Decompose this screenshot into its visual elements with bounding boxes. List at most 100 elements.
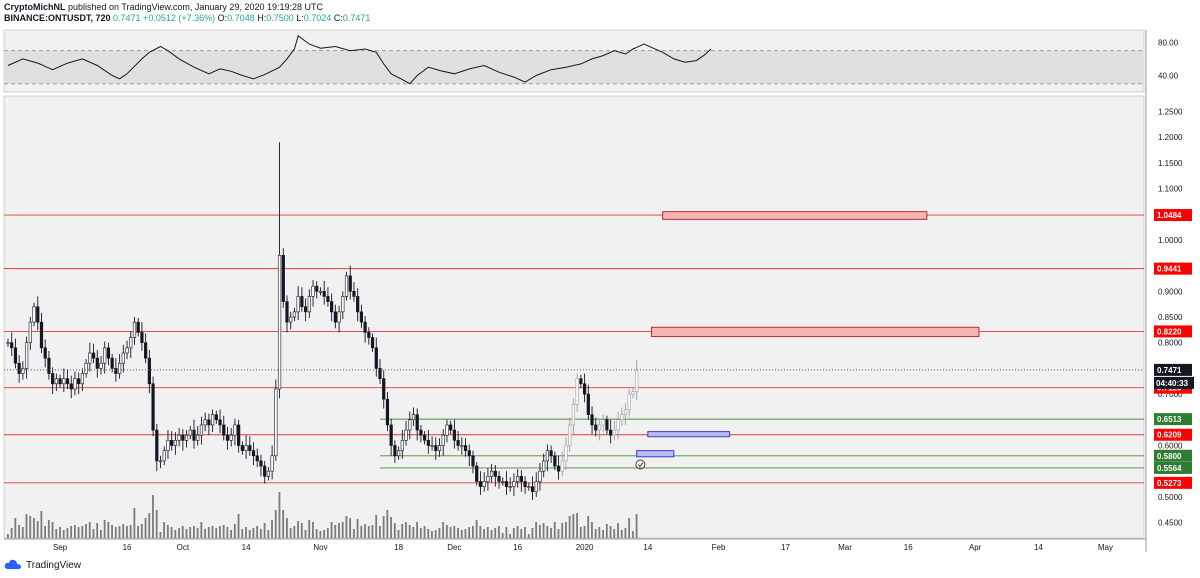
volume-bar [587, 516, 590, 538]
candle-body [627, 393, 631, 410]
candle-body [170, 440, 174, 446]
volume-bar [531, 528, 534, 538]
candle-body [597, 424, 602, 431]
volume-bar [163, 522, 166, 538]
volume-bar [36, 521, 39, 538]
volume-bar [405, 522, 407, 538]
candle-body [110, 357, 114, 369]
last-price-tag [1154, 363, 1192, 376]
time-tick-label: Oct [177, 543, 190, 552]
level-tag [1154, 449, 1192, 462]
candle-body [95, 357, 99, 369]
candle-body [121, 352, 125, 364]
volume-bar [479, 526, 482, 538]
volume-bar [122, 524, 125, 538]
candle-body [65, 378, 70, 385]
tradingview-cloud-icon [4, 559, 22, 569]
time-tick-label: Apr [969, 543, 982, 552]
volume-bar [282, 510, 285, 538]
candle-body [579, 378, 583, 385]
candle-body [274, 388, 278, 457]
level-tag [1154, 413, 1192, 426]
candle-body [229, 434, 233, 441]
candle-body [616, 419, 620, 431]
volume-bar [148, 513, 151, 538]
candle-body [396, 450, 401, 457]
volume-bar [334, 525, 337, 538]
volume-bar [233, 524, 236, 538]
candle-body [277, 255, 282, 390]
countdown-label: 04:40:33 [1156, 379, 1189, 388]
level-tag [1154, 461, 1192, 474]
candle-body [136, 321, 140, 333]
price-tick-label: 0.9000 [1158, 287, 1183, 296]
candle-body [508, 486, 512, 488]
candle-body [58, 378, 62, 385]
candle-body [467, 450, 471, 457]
volume-bar [70, 526, 73, 538]
time-tick-label: Sep [53, 543, 68, 552]
volume-bar [51, 522, 54, 538]
candle-body [385, 398, 390, 426]
candle-body [489, 470, 494, 477]
candle-body [463, 445, 468, 451]
volume-bar [222, 525, 225, 538]
level-tag-label: 1.0484 [1157, 211, 1182, 220]
candle-body [199, 424, 204, 436]
price-tick-label: 1.1000 [1158, 185, 1183, 194]
volume-bar [267, 530, 270, 538]
volume-bar [598, 527, 601, 538]
volume-bar [341, 522, 344, 538]
volume-bar [33, 518, 35, 538]
candle-body [173, 440, 178, 446]
support-box-lower [636, 450, 675, 458]
volume-bar [256, 526, 259, 538]
volume-bar [375, 515, 378, 538]
candle-body [77, 378, 81, 385]
candle-body [24, 342, 29, 369]
candle-body [426, 440, 430, 446]
candle-body [497, 476, 501, 482]
candle-body [73, 378, 77, 390]
candle-body [21, 368, 25, 374]
symbol-label: BINANCE:ONTUSDT, 720 [4, 13, 111, 23]
tradingview-logo[interactable]: TradingView [4, 559, 81, 571]
volume-bar [442, 522, 445, 538]
volume-bar [85, 524, 87, 538]
level-tag-label: 0.6209 [1157, 431, 1182, 440]
volume-bar [412, 527, 415, 538]
open-label: O: [217, 13, 228, 23]
candle-body [352, 291, 356, 297]
time-tick-label: 16 [904, 543, 913, 552]
candle-body [456, 440, 460, 446]
candle-body [177, 434, 181, 441]
volume-bar [379, 526, 381, 538]
candle-body [211, 414, 215, 426]
candle-body [441, 434, 445, 446]
volume-bar [594, 529, 597, 538]
volume-bar [319, 531, 322, 538]
volume-bar [293, 526, 296, 538]
volume-bar [81, 526, 84, 538]
candle-body [114, 368, 118, 374]
candle-body [609, 429, 613, 436]
candle-body [84, 362, 88, 374]
volume-bar [609, 526, 612, 538]
candle-body [147, 357, 151, 385]
candle-body [556, 465, 561, 472]
volume-bar [103, 520, 106, 538]
author-name[interactable]: CryptoMichNL [4, 2, 66, 12]
volume-bar [572, 514, 575, 538]
volume-bar [620, 530, 623, 538]
change-text: +0.0512 (+7.36%) [143, 13, 216, 23]
volume-bar [356, 519, 359, 538]
level-tag-label: 0.5800 [1157, 452, 1182, 461]
candle-body [166, 440, 170, 451]
candle-body [233, 424, 237, 436]
volume-bar [509, 534, 511, 538]
candle-body [623, 409, 628, 415]
candle-body [423, 434, 427, 441]
candle-body [445, 424, 449, 436]
volume-bar [538, 525, 541, 538]
